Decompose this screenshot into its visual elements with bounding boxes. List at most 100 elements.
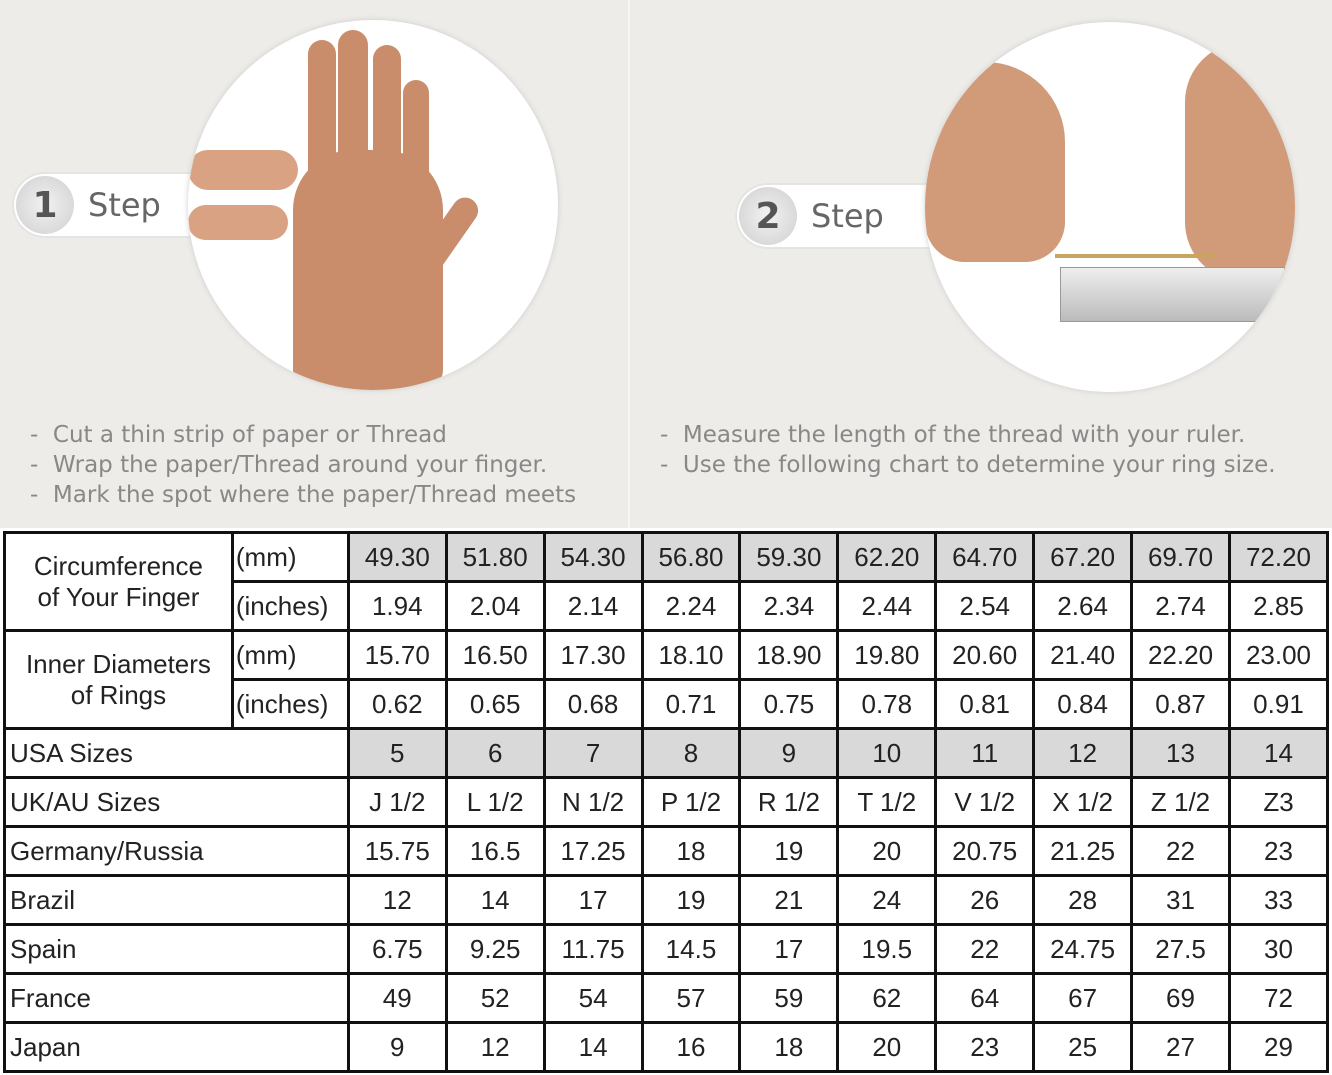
table-cell: 0.68 xyxy=(542,678,644,730)
table-cell: 51.80 xyxy=(444,531,546,583)
table-cell: 22 xyxy=(1130,825,1231,877)
table-cell: 0.75 xyxy=(738,678,840,730)
table-cell: 23 xyxy=(1227,825,1330,877)
table-cell: 2.74 xyxy=(1130,580,1231,632)
row-label: Spain xyxy=(3,923,350,975)
table-row: Inner Diameters of Rings (mm) 15.70 16.50 17.… xyxy=(3,629,1330,730)
table-cell: 15.70 xyxy=(346,629,448,681)
table-cell: 2.54 xyxy=(934,580,1036,632)
table-cell: 67 xyxy=(1032,972,1134,1024)
table-cell: 20 xyxy=(836,825,938,877)
unit-label: (inches) xyxy=(230,678,350,730)
table-cell: 49.30 xyxy=(346,531,448,583)
table-cell: 56.80 xyxy=(640,531,742,583)
table-cell: 62 xyxy=(836,972,938,1024)
table-cell: Z 1/2 xyxy=(1130,776,1231,828)
table-cell: 18.90 xyxy=(738,629,840,681)
table-cell: 23 xyxy=(934,1021,1036,1073)
table-cell: 2.34 xyxy=(738,580,840,632)
table-cell: 0.87 xyxy=(1130,678,1231,730)
table-cell: 7 xyxy=(542,727,644,779)
table-cell: R 1/2 xyxy=(738,776,840,828)
table-cell: 19.5 xyxy=(836,923,938,975)
table-cell: 52 xyxy=(444,972,546,1024)
step-label: Step xyxy=(88,186,161,224)
step-number: 2 xyxy=(739,187,797,245)
table-cell: 54 xyxy=(542,972,644,1024)
table-cell: 2.24 xyxy=(640,580,742,632)
table-cell: 72.20 xyxy=(1227,531,1330,583)
table-cell: 16.50 xyxy=(444,629,546,681)
table-cell: 26 xyxy=(934,874,1036,926)
table-cell: 9 xyxy=(738,727,840,779)
step-2-instructions: Measure the length of the thread with yo… xyxy=(660,420,1276,480)
instruction: Measure the length of the thread with yo… xyxy=(660,420,1276,450)
table-cell: 23.00 xyxy=(1227,629,1330,681)
table-cell: 0.65 xyxy=(444,678,546,730)
instruction: Use the following chart to determine you… xyxy=(660,450,1276,480)
label-line: of Your Finger xyxy=(37,581,200,612)
step-1-badge: 1 Step xyxy=(12,172,212,238)
step-number: 1 xyxy=(16,176,74,234)
table-cell: 21.40 xyxy=(1032,629,1134,681)
table-cell: N 1/2 xyxy=(542,776,644,828)
table-cell: 2.14 xyxy=(542,580,644,632)
table-cell: T 1/2 xyxy=(836,776,938,828)
label-line: Circumference xyxy=(33,550,203,581)
table-cell: 17 xyxy=(738,923,840,975)
table-cell: 30 xyxy=(1227,923,1330,975)
table-cell: J 1/2 xyxy=(346,776,448,828)
instructions-panel: 1 Step Cut a thin strip of paper or Thre… xyxy=(0,0,1332,528)
table-cell: 6.75 xyxy=(346,923,448,975)
row-label: USA Sizes xyxy=(3,727,350,779)
label-line: of Rings xyxy=(70,679,167,710)
table-cell: 59 xyxy=(738,972,840,1024)
table-row: France 49 52 54 57 59 62 64 67 69 72 xyxy=(3,972,1330,1024)
instruction: Wrap the paper/Thread around your finger… xyxy=(30,450,576,480)
unit-label: (inches) xyxy=(230,580,350,632)
table-cell: 10 xyxy=(836,727,938,779)
table-cell: 16 xyxy=(640,1021,742,1073)
ring-size-chart: Circumference of Your Finger (mm) 49.30 51.8… xyxy=(3,531,1330,1073)
table-cell: 69.70 xyxy=(1130,531,1231,583)
row-label: Germany/Russia xyxy=(3,825,350,877)
table-cell: 62.20 xyxy=(836,531,938,583)
table-cell: 2.64 xyxy=(1032,580,1134,632)
table-cell: 59.30 xyxy=(738,531,840,583)
table-cell: 18 xyxy=(640,825,742,877)
table-cell: L 1/2 xyxy=(444,776,546,828)
table-cell: 27 xyxy=(1130,1021,1231,1073)
table-cell: 5 xyxy=(346,727,448,779)
table-cell: 17 xyxy=(542,874,644,926)
table-cell: 15.75 xyxy=(346,825,448,877)
table-cell: 18 xyxy=(738,1021,840,1073)
diameter-label: Inner Diameters of Rings xyxy=(3,629,234,730)
table-cell: 54.30 xyxy=(542,531,644,583)
unit-label: (mm) xyxy=(230,531,350,583)
unit-label: (mm) xyxy=(230,629,350,681)
table-cell: 1.94 xyxy=(346,580,448,632)
table-cell: 20.75 xyxy=(934,825,1036,877)
table-cell: X 1/2 xyxy=(1032,776,1134,828)
table-row: (inches) 0.62 0.65 0.68 0.71 0.75 0.78 0.81 0.84… xyxy=(5,678,1330,730)
table-cell: 72 xyxy=(1227,972,1330,1024)
table-cell: 24 xyxy=(836,874,938,926)
table-row: Spain 6.75 9.25 11.75 14.5 17 19.5 22 24.75 27.5 3… xyxy=(3,923,1330,975)
step-2-badge: 2 Step xyxy=(735,183,945,249)
thread-measuring-ruler-image xyxy=(925,22,1295,392)
table-cell: 19.80 xyxy=(836,629,938,681)
table-cell: 9 xyxy=(346,1021,448,1073)
table-cell: 0.78 xyxy=(836,678,938,730)
row-label: Japan xyxy=(3,1021,350,1073)
table-cell: 14 xyxy=(444,874,546,926)
table-cell: V 1/2 xyxy=(934,776,1036,828)
table-row: Circumference of Your Finger (mm) 49.30 51.8… xyxy=(3,531,1330,632)
table-cell: 22 xyxy=(934,923,1036,975)
table-row: Brazil 12 14 17 19 21 24 26 28 31 33 xyxy=(3,874,1330,926)
table-cell: 12 xyxy=(346,874,448,926)
table-cell: 14.5 xyxy=(640,923,742,975)
table-cell: 64.70 xyxy=(934,531,1036,583)
table-cell: 20.60 xyxy=(934,629,1036,681)
table-cell: 13 xyxy=(1130,727,1231,779)
table-cell: 14 xyxy=(1227,727,1330,779)
